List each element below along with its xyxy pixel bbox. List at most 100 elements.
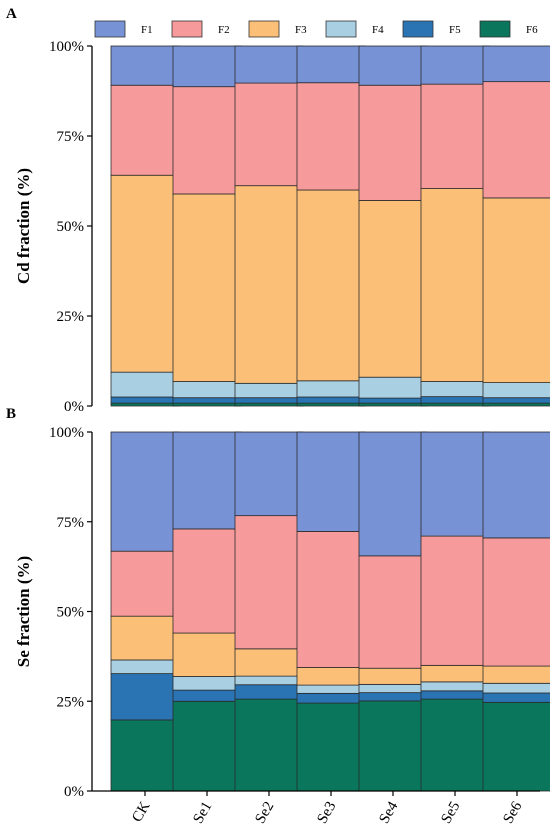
bar-se1-f1 [172, 431, 242, 530]
bar-se1-f5 [172, 689, 242, 702]
bar-se6-f4 [482, 382, 550, 399]
bar-se1-f4 [172, 676, 242, 691]
bar-se5-f1 [420, 45, 490, 85]
bar-ck-f1 [110, 431, 180, 552]
bar-se3-f4 [296, 380, 366, 398]
y-tick-label: 100% [49, 425, 84, 441]
bar-se5-f4 [420, 381, 490, 398]
bar-se6-f6 [482, 701, 550, 792]
bar-se4-f4 [358, 683, 428, 694]
legend-label-f2: F2 [218, 24, 230, 36]
bar-ck-f4 [110, 659, 180, 675]
y-tick-label: 100% [49, 39, 84, 55]
bar-se2-f6 [234, 698, 304, 792]
panel-a-letter: A [6, 6, 17, 22]
bar-se5-f5 [420, 396, 490, 404]
bar-se6-f5 [482, 692, 550, 703]
legend-swatch-f2 [171, 20, 203, 38]
bar-ck-f3 [110, 615, 180, 661]
bar-ck-f6 [110, 402, 180, 407]
bar-se1-f5 [172, 397, 242, 404]
bar-se6-f1 [482, 431, 550, 539]
panel-a-y-axis-title: Cd fraction (%) [14, 168, 33, 284]
panel-b-bars [110, 431, 550, 792]
bar-se1-f1 [172, 45, 242, 88]
bar-se5-f6 [420, 402, 490, 407]
bar-ck-f5 [110, 673, 180, 721]
y-tick-label: 25% [57, 694, 85, 710]
bar-se4-f4 [358, 376, 428, 399]
bar-se4-f1 [358, 45, 428, 86]
bar-ck-f2 [110, 84, 180, 176]
bar-se4-f2 [358, 555, 428, 669]
bar-se4-f5 [358, 397, 428, 404]
bar-se4-f6 [358, 402, 428, 407]
category-label-se1: Se1 [190, 799, 215, 826]
legend-label-f3: F3 [295, 24, 307, 36]
bar-se1-f6 [172, 700, 242, 792]
bar-se3-f6 [296, 402, 366, 407]
y-tick-label: 75% [57, 129, 85, 145]
panel-b-letter: B [6, 406, 16, 422]
bar-se1-f4 [172, 381, 242, 399]
bar-se3-f3 [296, 189, 366, 382]
bar-se3-f1 [296, 45, 366, 84]
bar-se2-f3 [234, 185, 304, 384]
bar-se6-f6 [482, 402, 550, 407]
legend-swatch-f1 [94, 20, 126, 38]
bar-se4-f5 [358, 692, 428, 702]
bar-se1-f6 [172, 402, 242, 407]
panel-a: A Cd fraction (%) 0% 25% 50% 75% 100% [6, 6, 550, 415]
bar-se2-f4 [234, 675, 304, 686]
bar-se6-f5 [482, 397, 550, 404]
legend-swatch-f4 [325, 20, 357, 38]
bar-se2-f2 [234, 515, 304, 650]
bar-se4-f2 [358, 84, 428, 201]
panel-a-bars [110, 45, 550, 407]
legend-label-f1: F1 [141, 24, 153, 36]
panel-b-axes: 0% 25% 50% 75% 100% [49, 425, 540, 800]
category-label-se6: Se6 [500, 799, 525, 827]
panel-b-y-axis-title: Se fraction (%) [14, 556, 33, 667]
panel-b: B Se fraction (%) 0% 25% 50% 75% 100% CK Se1 S… [6, 406, 550, 826]
bar-se6-f2 [482, 537, 550, 667]
y-tick-label: 50% [57, 605, 85, 621]
bar-ck-f5 [110, 396, 180, 404]
bar-se6-f2 [482, 81, 550, 199]
bar-se3-f5 [296, 396, 366, 404]
bar-se3-f5 [296, 692, 366, 704]
bar-ck-f3 [110, 174, 180, 373]
panel-a-axes: 0% 25% 50% 75% 100% [49, 39, 93, 415]
bar-se3-f2 [296, 531, 366, 668]
y-tick-label: 0% [64, 399, 84, 415]
bar-se3-f3 [296, 667, 366, 686]
panel-b-category-labels: CK Se1 Se2 Se3 Se4 Se5 Se6 [129, 791, 526, 826]
legend: F1 F2 F3 F4 F5 F6 [94, 20, 538, 38]
bar-se6-f4 [482, 682, 550, 694]
y-tick-label: 75% [57, 515, 85, 531]
bar-se5-f4 [420, 681, 490, 692]
bar-se2-f2 [234, 82, 304, 187]
bar-se5-f3 [420, 188, 490, 382]
legend-label-f4: F4 [372, 24, 384, 36]
bar-se6-f1 [482, 45, 550, 83]
bar-se3-f6 [296, 702, 366, 792]
bar-se2-f5 [234, 397, 304, 404]
bar-ck-f1 [110, 45, 180, 86]
bar-se2-f4 [234, 382, 304, 399]
bar-se2-f5 [234, 684, 304, 700]
bar-se2-f6 [234, 402, 304, 407]
legend-swatch-f6 [479, 20, 511, 38]
y-tick-label: 50% [57, 219, 85, 235]
bar-se4-f1 [358, 431, 428, 557]
bar-se5-f3 [420, 664, 490, 683]
bar-se1-f3 [172, 632, 242, 677]
bar-se3-f4 [296, 684, 366, 694]
legend-label-f5: F5 [449, 24, 461, 36]
bar-se5-f1 [420, 431, 490, 537]
bar-se2-f3 [234, 648, 304, 677]
bar-se1-f3 [172, 193, 242, 382]
bar-se6-f3 [482, 197, 550, 383]
bar-se1-f2 [172, 86, 242, 195]
